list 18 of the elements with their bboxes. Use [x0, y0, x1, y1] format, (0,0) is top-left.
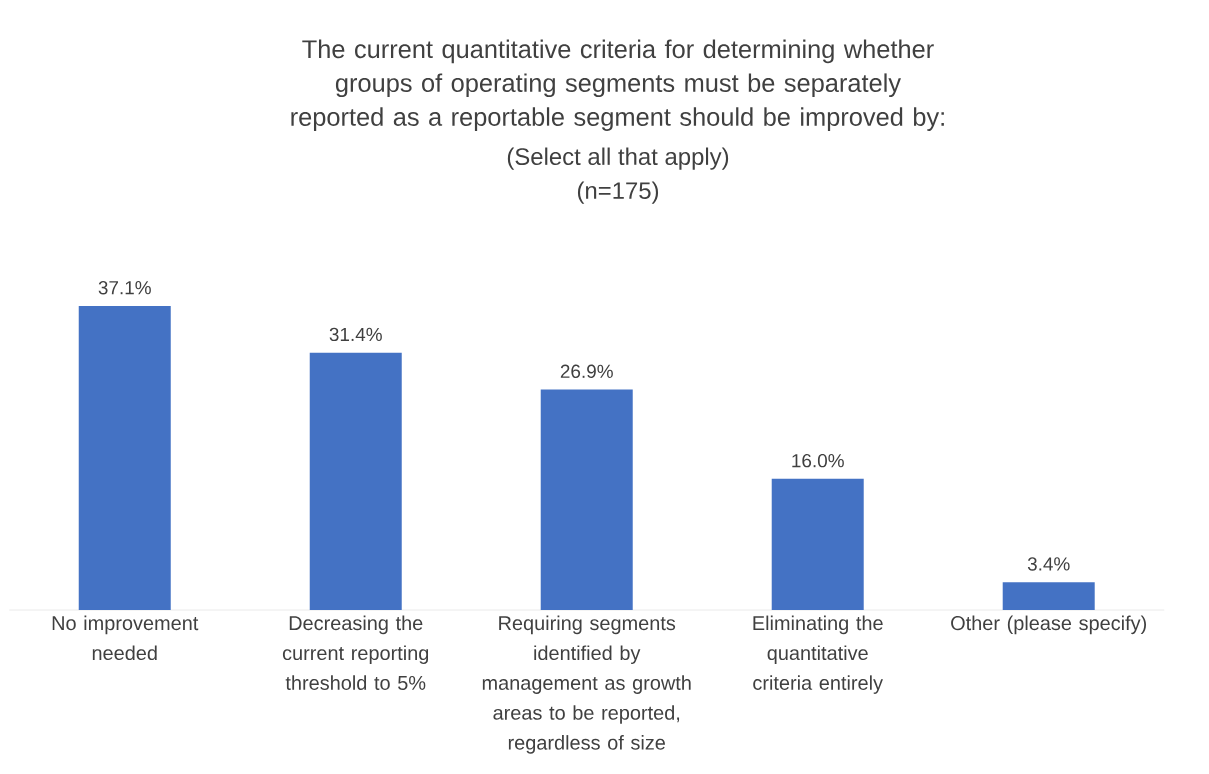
x-tick-label: Eliminating the quantitative criteria entirely	[753, 615, 883, 694]
bar	[78, 305, 171, 611]
data-label: 31.4%	[329, 327, 382, 342]
text: (n=175)	[577, 181, 659, 204]
x-tick-label: No improvement needed	[52, 615, 199, 661]
data-label: 3.4%	[1027, 557, 1070, 571]
x-tick-label: Other (please specify)	[951, 615, 1147, 635]
data-label: 16.0%	[792, 453, 844, 468]
x-tick-label: Requiring segments identified by management as growth areas to be reported, regardless of size	[482, 615, 691, 754]
data-label: 37.1%	[98, 280, 151, 295]
bar	[309, 352, 402, 611]
data-label: 26.9%	[560, 364, 613, 378]
chart-subtitle: (Select all that apply)	[507, 147, 729, 170]
x-tick-label: Decreasing the current reporting threshold to 5%	[282, 615, 429, 690]
chart-title: The current quantitative criteria for determining whether groups of operating segments must be separately reported as a reportable segment should be improved by:	[291, 39, 944, 131]
bar	[1002, 582, 1095, 611]
bar	[771, 478, 864, 611]
bar	[540, 389, 633, 611]
